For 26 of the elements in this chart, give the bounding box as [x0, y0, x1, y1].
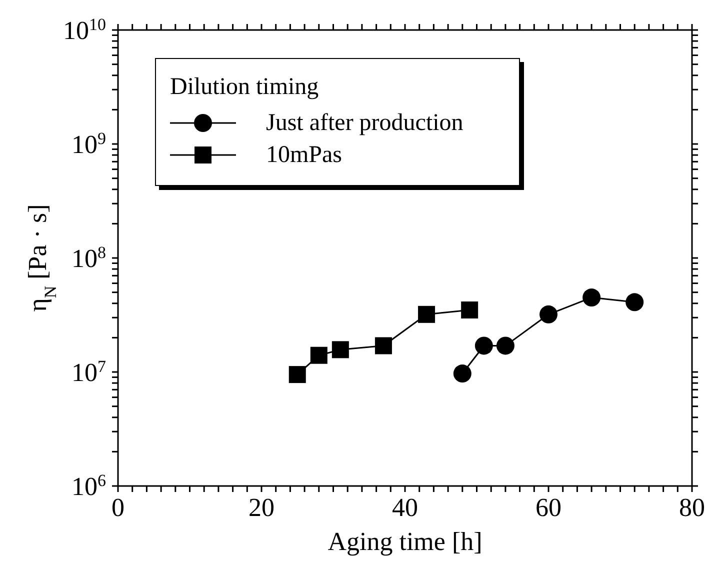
point	[332, 341, 349, 358]
y-tick-label: 10$^{9}$	[72, 128, 106, 159]
legend-label: 10mPas	[266, 141, 342, 170]
x-axis-title: Aging time [h]	[328, 527, 482, 556]
x-tick-label: 20	[248, 493, 274, 522]
point	[418, 306, 436, 323]
x-tick-label: 60	[536, 493, 562, 522]
x-tick-label: 80	[679, 493, 705, 522]
point	[582, 288, 601, 307]
y-tick-label: 10$^{6}$	[72, 470, 106, 501]
point	[453, 364, 472, 383]
legend-label: Just after production	[266, 109, 464, 138]
x-tick-label: 40	[392, 493, 418, 522]
x-tick-label: 0	[112, 493, 124, 522]
y-tick-label: 10$^{8}$	[72, 242, 106, 273]
y-tick-label: 10$^{7}$	[72, 356, 106, 387]
point	[626, 293, 644, 312]
y-tick-label: 10$^{10}$	[63, 14, 106, 45]
point	[540, 305, 558, 324]
point	[496, 336, 514, 355]
point	[474, 336, 493, 355]
point	[310, 346, 328, 364]
point	[288, 366, 306, 384]
point	[374, 337, 392, 354]
legend-title: Dilution timing	[170, 73, 320, 102]
point	[461, 301, 478, 318]
